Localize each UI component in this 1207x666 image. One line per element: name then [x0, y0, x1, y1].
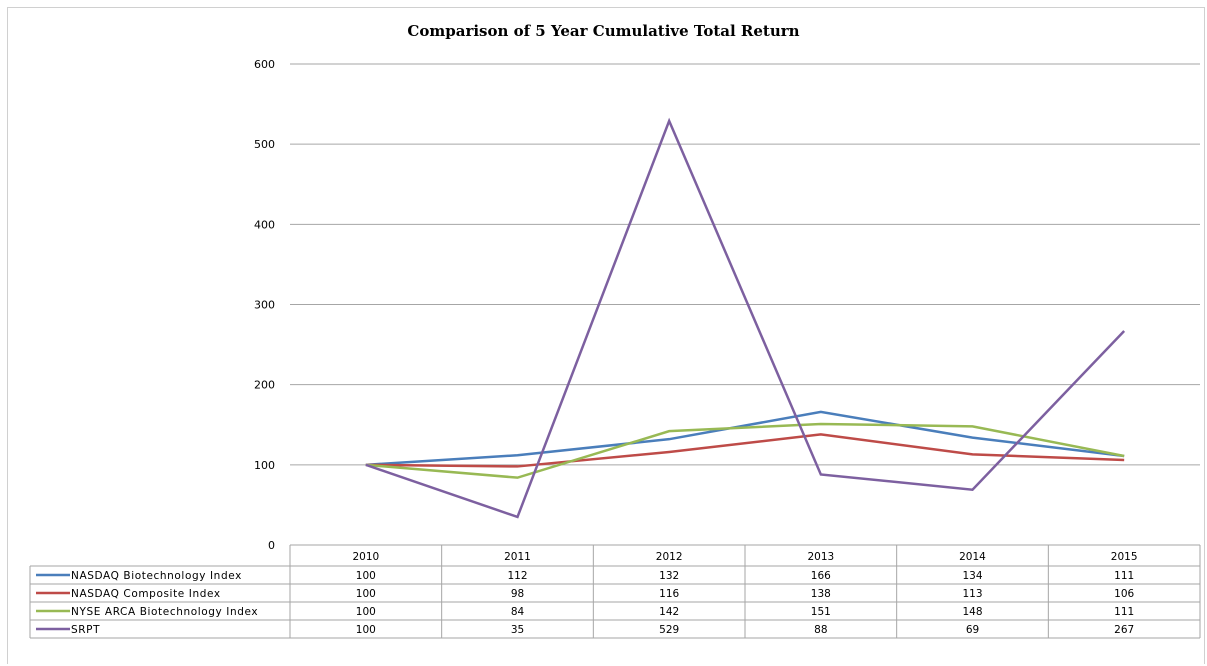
data-label: 84: [511, 606, 525, 618]
data-label: 100: [356, 606, 376, 618]
data-label: 134: [962, 570, 982, 582]
series-lines: [365, 117, 1126, 519]
y-tick-label: 400: [254, 218, 275, 231]
y-tick-label: 0: [268, 539, 275, 552]
data-label: 116: [659, 588, 679, 600]
data-label: 100: [356, 588, 376, 600]
x-tick-label: 2011: [504, 551, 531, 563]
series-line: [365, 422, 1125, 479]
data-label: 88: [814, 624, 827, 636]
legend-label: SRPT: [71, 624, 100, 636]
data-label: 267: [1114, 624, 1134, 636]
data-label: 35: [511, 624, 524, 636]
data-table: 2010 2011 2012 2013 2014 2015 NASDAQ Biotechno…: [29, 544, 1201, 639]
y-tick-label: 500: [254, 138, 275, 151]
x-tick-label: 2015: [1111, 551, 1138, 563]
x-tick-label: 2013: [807, 551, 834, 563]
legend-label: NASDAQ Biotechnology Index: [71, 570, 242, 582]
series-line: [365, 433, 1125, 468]
data-label: 529: [659, 624, 679, 636]
data-label: 148: [962, 606, 982, 618]
data-label: 142: [659, 606, 679, 618]
data-label: 166: [811, 570, 831, 582]
data-label: 111: [1114, 570, 1134, 582]
data-label: 138: [811, 588, 831, 600]
y-tick-label: 600: [254, 58, 275, 71]
y-tick-label: 300: [254, 299, 275, 312]
legend-label: NYSE ARCA Biotechnology Index: [71, 606, 258, 618]
x-tick-label: 2012: [656, 551, 683, 563]
x-tick-label: 2010: [352, 551, 379, 563]
gridlines: 0 100 200 300 400 500 600: [254, 58, 1200, 552]
data-label: 100: [356, 570, 376, 582]
data-label: 113: [962, 588, 982, 600]
data-label: 151: [811, 606, 831, 618]
x-tick-label: 2014: [959, 551, 986, 563]
series-line: [365, 410, 1125, 467]
series-line: [365, 117, 1126, 519]
legend-label: NASDAQ Composite Index: [71, 588, 221, 600]
data-label: 106: [1114, 588, 1134, 600]
y-tick-label: 200: [254, 379, 275, 392]
data-label: 98: [511, 588, 524, 600]
y-tick-label: 100: [254, 459, 275, 472]
data-label: 132: [659, 570, 679, 582]
data-label: 111: [1114, 606, 1134, 618]
data-label: 100: [356, 624, 376, 636]
chart-frame: [7, 7, 1205, 664]
data-label: 69: [966, 624, 979, 636]
chart-title: Comparison of 5 Year Cumulative Total Re…: [407, 22, 800, 40]
data-label: 112: [507, 570, 527, 582]
